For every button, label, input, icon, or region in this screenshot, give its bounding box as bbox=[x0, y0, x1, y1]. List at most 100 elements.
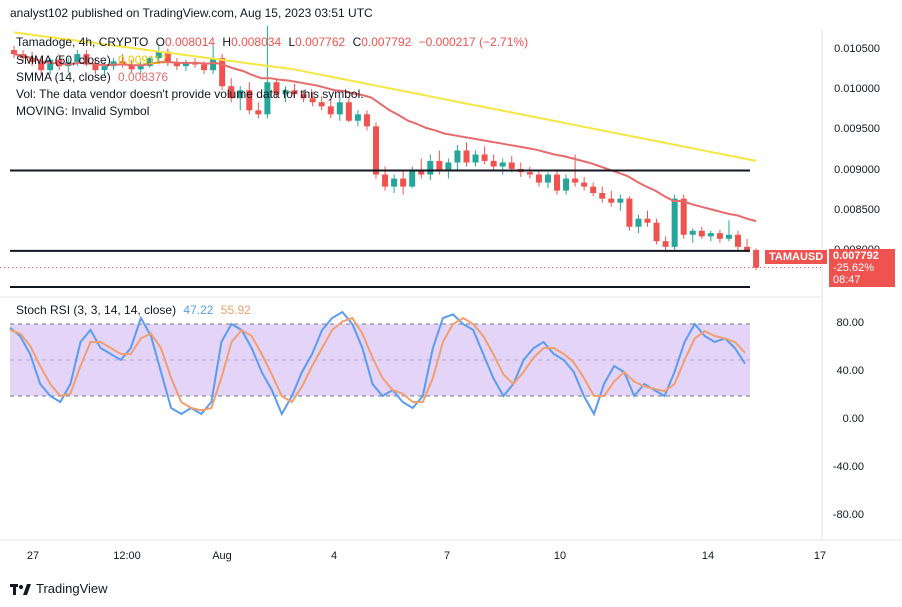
candle-body bbox=[382, 174, 389, 187]
price-tick-label: 0.010000 bbox=[834, 83, 880, 96]
sma50-legend[interactable]: SMMA (50, close) 0.009117 bbox=[16, 53, 167, 67]
candle-body bbox=[481, 154, 488, 161]
candle-body bbox=[463, 150, 470, 163]
candle-body bbox=[490, 160, 497, 167]
stoch-rsi-lines bbox=[9, 310, 746, 417]
stoch-tick-label: 40.00 bbox=[836, 365, 864, 377]
candle-body bbox=[508, 162, 515, 169]
sma14-legend[interactable]: SMMA (14, close) 0.008376 bbox=[16, 70, 168, 84]
stoch-legend[interactable]: Stoch RSI (3, 3, 14, 14, close) 47.22 55… bbox=[16, 303, 251, 317]
sma14-line bbox=[13, 53, 757, 223]
candle-body bbox=[581, 182, 588, 187]
candle-body bbox=[255, 110, 262, 115]
brand-name: TradingView bbox=[36, 581, 108, 596]
publisher-header: analyst102 published on TradingView.com,… bbox=[10, 6, 373, 20]
candle-body bbox=[535, 174, 542, 183]
candle-body bbox=[744, 246, 751, 251]
candle-body bbox=[725, 234, 732, 239]
candle-body bbox=[753, 250, 760, 268]
sma50-line bbox=[13, 31, 757, 162]
close-value: 0.007792 bbox=[361, 35, 412, 49]
candle-body bbox=[544, 174, 551, 183]
support-resistance-lines bbox=[0, 169, 822, 288]
candle-body bbox=[363, 114, 370, 127]
candle-body bbox=[644, 218, 651, 223]
candle-body bbox=[707, 233, 714, 237]
candle-body bbox=[436, 160, 443, 171]
low-label: L bbox=[288, 35, 296, 49]
time-tick-label: Aug bbox=[212, 550, 232, 562]
symbol-tag: TAMAUSD bbox=[765, 250, 828, 264]
pct-change: -25.62% bbox=[833, 262, 874, 274]
candle-body bbox=[201, 64, 208, 71]
candle-body bbox=[445, 162, 452, 171]
candle-body bbox=[38, 62, 45, 71]
candle-body bbox=[626, 198, 633, 227]
candles bbox=[11, 25, 760, 271]
candle-body bbox=[671, 198, 678, 247]
time-tick-label: 17 bbox=[813, 550, 827, 562]
high-label: H bbox=[222, 35, 232, 49]
stoch-label: Stoch RSI (3, 3, 14, 14, close) bbox=[16, 303, 177, 317]
candle-body bbox=[228, 86, 235, 99]
candle-body bbox=[391, 178, 398, 187]
candle-body bbox=[590, 186, 597, 194]
time-tick-label: 12:00 bbox=[113, 550, 141, 562]
time-tick-label: 4 bbox=[330, 550, 338, 562]
instrument-legend[interactable]: Tamadoge, 4h, CRYPTO O0.008014 H0.008034… bbox=[16, 35, 528, 49]
candle-body bbox=[662, 241, 669, 247]
candle-body bbox=[318, 102, 325, 107]
price-tick-label: 0.009500 bbox=[834, 123, 880, 136]
volume-legend: Vol: The data vendor doesn't provide vol… bbox=[16, 87, 364, 101]
candle-body bbox=[418, 170, 425, 175]
candle-body bbox=[354, 114, 361, 121]
stoch-tick-label: -40.00 bbox=[832, 461, 864, 473]
sma14-label: SMMA (14, close) bbox=[16, 70, 111, 84]
candle-body bbox=[716, 233, 723, 239]
time-tick-label: 10 bbox=[553, 550, 567, 562]
candle-body bbox=[164, 51, 171, 63]
candle-body bbox=[400, 178, 407, 187]
stoch-tick-label: 80.00 bbox=[836, 317, 864, 329]
price-tag-block: 0.007792 -25.62% 08:47 bbox=[829, 249, 895, 287]
high-value: 0.008034 bbox=[231, 35, 282, 49]
candle-body bbox=[653, 222, 660, 242]
candle-body bbox=[101, 66, 108, 71]
time-tick-label: 27 bbox=[26, 550, 40, 562]
candle-body bbox=[173, 62, 180, 67]
candle-body bbox=[264, 82, 271, 115]
candle-body bbox=[119, 61, 126, 65]
price-tick-label: 0.008500 bbox=[834, 203, 880, 216]
candle-body bbox=[373, 126, 379, 175]
open-value: 0.008014 bbox=[164, 35, 216, 49]
candle-body bbox=[572, 178, 579, 183]
candle-body bbox=[698, 230, 705, 237]
candle-body bbox=[608, 198, 615, 203]
moving-averages bbox=[13, 31, 757, 223]
stoch-tick-label: -80.00 bbox=[832, 509, 864, 521]
candle-body bbox=[735, 234, 741, 247]
candle-body bbox=[47, 59, 54, 71]
stoch-k-line bbox=[9, 310, 746, 417]
tradingview-footer[interactable]: TradingView bbox=[10, 581, 108, 596]
candle-body bbox=[219, 58, 226, 87]
candle-body bbox=[336, 102, 343, 115]
candle-body bbox=[83, 54, 90, 65]
candle-body bbox=[146, 58, 153, 67]
candle-body bbox=[635, 218, 642, 227]
price-tick-label: 0.009000 bbox=[834, 163, 880, 176]
open-label: O bbox=[155, 35, 165, 49]
candle-body bbox=[291, 90, 298, 95]
candle-body bbox=[282, 90, 289, 95]
candle-body bbox=[11, 50, 17, 55]
candle-body bbox=[300, 94, 307, 99]
candle-body bbox=[309, 98, 316, 103]
candle-body bbox=[409, 170, 416, 187]
candle-body bbox=[237, 90, 244, 99]
candle-body bbox=[92, 64, 99, 71]
candle-body bbox=[327, 106, 334, 115]
candle-body bbox=[137, 66, 144, 70]
candle-body bbox=[689, 230, 696, 235]
price-tick-label: 0.010500 bbox=[834, 43, 880, 56]
